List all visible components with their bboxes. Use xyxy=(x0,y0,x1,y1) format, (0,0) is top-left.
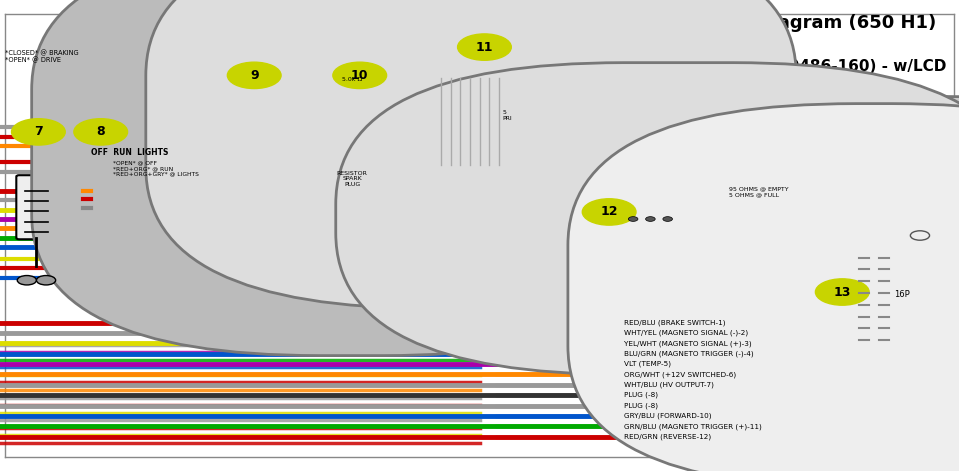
Text: RED/GRN (REVERSE-12): RED/GRN (REVERSE-12) xyxy=(623,433,710,440)
FancyBboxPatch shape xyxy=(235,192,273,213)
Text: 16P: 16P xyxy=(893,290,909,299)
Text: 9: 9 xyxy=(250,69,258,82)
FancyBboxPatch shape xyxy=(31,0,671,356)
Circle shape xyxy=(817,210,851,227)
Text: 11: 11 xyxy=(475,41,492,54)
Text: WHT/BLU: WHT/BLU xyxy=(556,54,588,59)
Text: GRY/BLU (FORWARD-10): GRY/BLU (FORWARD-10) xyxy=(623,413,710,419)
Text: PLUG (-8): PLUG (-8) xyxy=(623,402,657,409)
Text: RESISTOR
SPARK
PLUG: RESISTOR SPARK PLUG xyxy=(336,171,367,187)
Text: 5
PRI: 5 PRI xyxy=(502,110,512,121)
FancyBboxPatch shape xyxy=(335,63,977,374)
Text: 10K Ω
PLUG CAP: 10K Ω PLUG CAP xyxy=(433,57,463,68)
Text: ORG/WHT (+12V SWITCHED-6): ORG/WHT (+12V SWITCHED-6) xyxy=(623,371,735,378)
Text: WHT/BLU (HV OUTPUT-7): WHT/BLU (HV OUTPUT-7) xyxy=(623,382,712,388)
Text: OFF  RUN  LIGHTS: OFF RUN LIGHTS xyxy=(91,148,168,157)
Text: VLT (TEMP-5): VLT (TEMP-5) xyxy=(623,361,670,367)
Text: 6.5K Ω
SEC: 6.5K Ω SEC xyxy=(452,67,472,78)
FancyBboxPatch shape xyxy=(75,154,137,220)
Text: 10: 10 xyxy=(351,69,368,82)
Text: RED/WHT: RED/WHT xyxy=(364,264,369,293)
Circle shape xyxy=(627,217,637,221)
Text: RED/BLU: RED/BLU xyxy=(394,264,399,291)
Circle shape xyxy=(74,119,127,145)
Circle shape xyxy=(12,119,65,145)
Text: RED/BLU (BRAKE SWITCH-1): RED/BLU (BRAKE SWITCH-1) xyxy=(623,319,724,326)
Text: 95 OHMS @ EMPTY
5 OHMS @ FULL: 95 OHMS @ EMPTY 5 OHMS @ FULL xyxy=(728,186,787,197)
Text: 5.0k Ω: 5.0k Ω xyxy=(342,77,361,82)
Text: *CLOSED* @ BRAKING
*OPEN* @ DRIVE: *CLOSED* @ BRAKING *OPEN* @ DRIVE xyxy=(5,49,78,64)
Text: 13: 13 xyxy=(832,285,850,299)
Circle shape xyxy=(815,279,869,305)
Text: PLUG (-8): PLUG (-8) xyxy=(623,392,657,398)
Circle shape xyxy=(227,62,280,89)
FancyBboxPatch shape xyxy=(568,104,977,471)
Circle shape xyxy=(581,199,635,225)
Circle shape xyxy=(36,276,56,285)
Text: WHT: WHT xyxy=(379,264,384,278)
Text: 7: 7 xyxy=(34,125,43,138)
Text: 8: 8 xyxy=(97,125,105,138)
Circle shape xyxy=(457,34,511,60)
FancyBboxPatch shape xyxy=(146,0,795,309)
Circle shape xyxy=(645,217,655,221)
Text: BLK: BLK xyxy=(526,148,538,154)
Text: *OPEN* @ OFF
*RED+ORG* @ RUN
*RED+ORG+GRY* @ LIGHTS: *OPEN* @ OFF *RED+ORG* @ RUN *RED+ORG+GR… xyxy=(113,160,199,177)
Circle shape xyxy=(910,231,928,240)
Text: Harness (p/n 0486-160) - w/LCD: Harness (p/n 0486-160) - w/LCD xyxy=(674,59,946,74)
Text: Wiring Diagram (650 H1): Wiring Diagram (650 H1) xyxy=(684,14,936,32)
Circle shape xyxy=(18,276,36,285)
Text: YEL/WHT (MAGNETO SIGNAL (+)-3): YEL/WHT (MAGNETO SIGNAL (+)-3) xyxy=(623,340,750,347)
Text: BLK: BLK xyxy=(260,106,274,111)
Text: WHT/YEL (MAGNETO SIGNAL (-)-2): WHT/YEL (MAGNETO SIGNAL (-)-2) xyxy=(623,330,746,336)
Text: BLU/GRN (MAGNETO TRIGGER (-)-4): BLU/GRN (MAGNETO TRIGGER (-)-4) xyxy=(623,350,752,357)
Text: BLK  A: BLK A xyxy=(556,223,576,229)
FancyBboxPatch shape xyxy=(17,175,57,239)
Text: YEL/GRY  B: YEL/GRY B xyxy=(540,209,576,215)
FancyBboxPatch shape xyxy=(604,97,977,471)
Circle shape xyxy=(662,217,672,221)
Text: GRN/BLU (MAGNETO TRIGGER (+)-11): GRN/BLU (MAGNETO TRIGGER (+)-11) xyxy=(623,423,760,430)
Circle shape xyxy=(332,62,386,89)
Text: 12: 12 xyxy=(600,205,617,219)
Circle shape xyxy=(236,20,272,37)
